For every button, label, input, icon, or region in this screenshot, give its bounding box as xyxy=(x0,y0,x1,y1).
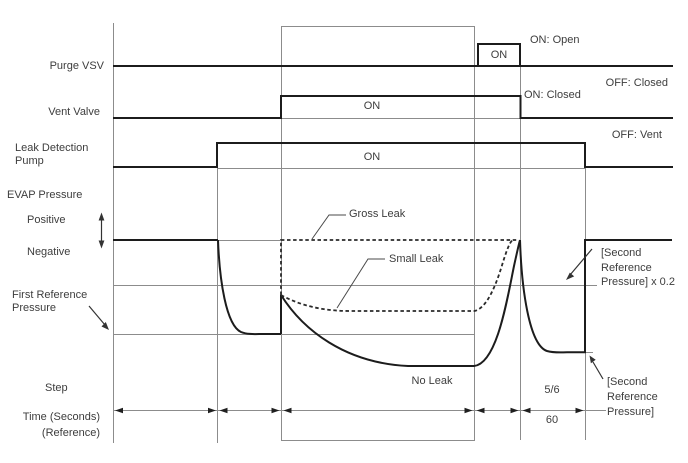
second-reference-line1: [Second xyxy=(607,376,648,388)
purge-vsv-off-legend: OFF: Closed xyxy=(605,76,668,89)
leak-pump-waveform xyxy=(113,142,673,168)
gross-leak-label: Gross Leak xyxy=(349,207,406,220)
evap-pressure-label: EVAP Pressure xyxy=(7,188,83,201)
vent-valve-off-legend: OFF: Vent xyxy=(611,128,662,141)
measurement-window-rect xyxy=(281,26,475,441)
vent-valve-waveform xyxy=(113,95,673,119)
small-leak-leader xyxy=(336,258,385,309)
reference-note: (Reference) xyxy=(41,426,100,439)
second-reference-x02-line2: Reference xyxy=(601,261,652,274)
dashed-curves xyxy=(280,239,518,312)
vent-valve-on-legend: ON: Closed xyxy=(524,88,581,101)
arrowhead-up-icon xyxy=(98,212,105,221)
negative-label: Negative xyxy=(27,245,71,258)
vent-valve-on-pulse-label: ON xyxy=(363,99,381,112)
leak-pump-label: Leak Detection Pump xyxy=(15,142,89,167)
positive-label: Positive xyxy=(27,213,66,226)
second-reference-line3: Pressure] xyxy=(607,406,655,418)
step-label: Step xyxy=(45,381,68,394)
time-label: Time (Seconds) xyxy=(22,410,100,423)
second-ref-arrow xyxy=(592,361,604,380)
post-vent-curve xyxy=(519,239,672,354)
time-value: 60 xyxy=(545,413,559,426)
purge-vsv-on-legend: ON: Open xyxy=(530,33,580,46)
first-pumpdown-curve xyxy=(217,239,281,336)
second-reference-x02-label: [Second Reference Pressure] x 0.2 xyxy=(601,246,675,290)
purge-vsv-on-pulse xyxy=(477,43,521,65)
small-leak-curve xyxy=(280,239,513,312)
no-leak-label: No Leak xyxy=(411,374,453,387)
purge-vsv-on-pulse-label: ON xyxy=(490,48,508,61)
no-leak-curve xyxy=(280,239,521,367)
first-reference-pressure-label: First Reference Pressure xyxy=(12,289,88,314)
second-reference-x02-line1: [Second xyxy=(601,247,642,259)
second-reference-label: [Second Reference Pressure] xyxy=(607,375,658,420)
gross-leak-leader xyxy=(311,214,346,240)
grid-lines xyxy=(113,23,606,443)
second-reference-line2: Reference xyxy=(607,391,658,403)
waveforms xyxy=(113,43,673,367)
leak-pump-on-pulse-label: ON xyxy=(363,150,381,163)
step-value: 5/6 xyxy=(544,383,560,396)
purge-vsv-label: Purge VSV xyxy=(49,59,104,72)
x02-arrowhead-icon xyxy=(566,272,575,280)
second-ref-arrowhead-icon xyxy=(589,355,596,364)
first-reference-arrow xyxy=(88,305,106,326)
gross-leak-curve xyxy=(280,239,518,295)
first-reference-arrowhead-icon xyxy=(101,322,109,330)
small-leak-label: Small Leak xyxy=(389,252,444,265)
vent-valve-label: Vent Valve xyxy=(48,105,100,118)
dimension-arrowheads xyxy=(115,407,584,414)
arrowhead-down-icon xyxy=(98,240,105,249)
second-ref-x02-arrow xyxy=(569,248,593,276)
second-reference-x02-line3: Pressure] x 0.2 xyxy=(601,276,675,289)
annotation-arrows xyxy=(88,212,604,380)
leader-lines xyxy=(311,214,385,309)
